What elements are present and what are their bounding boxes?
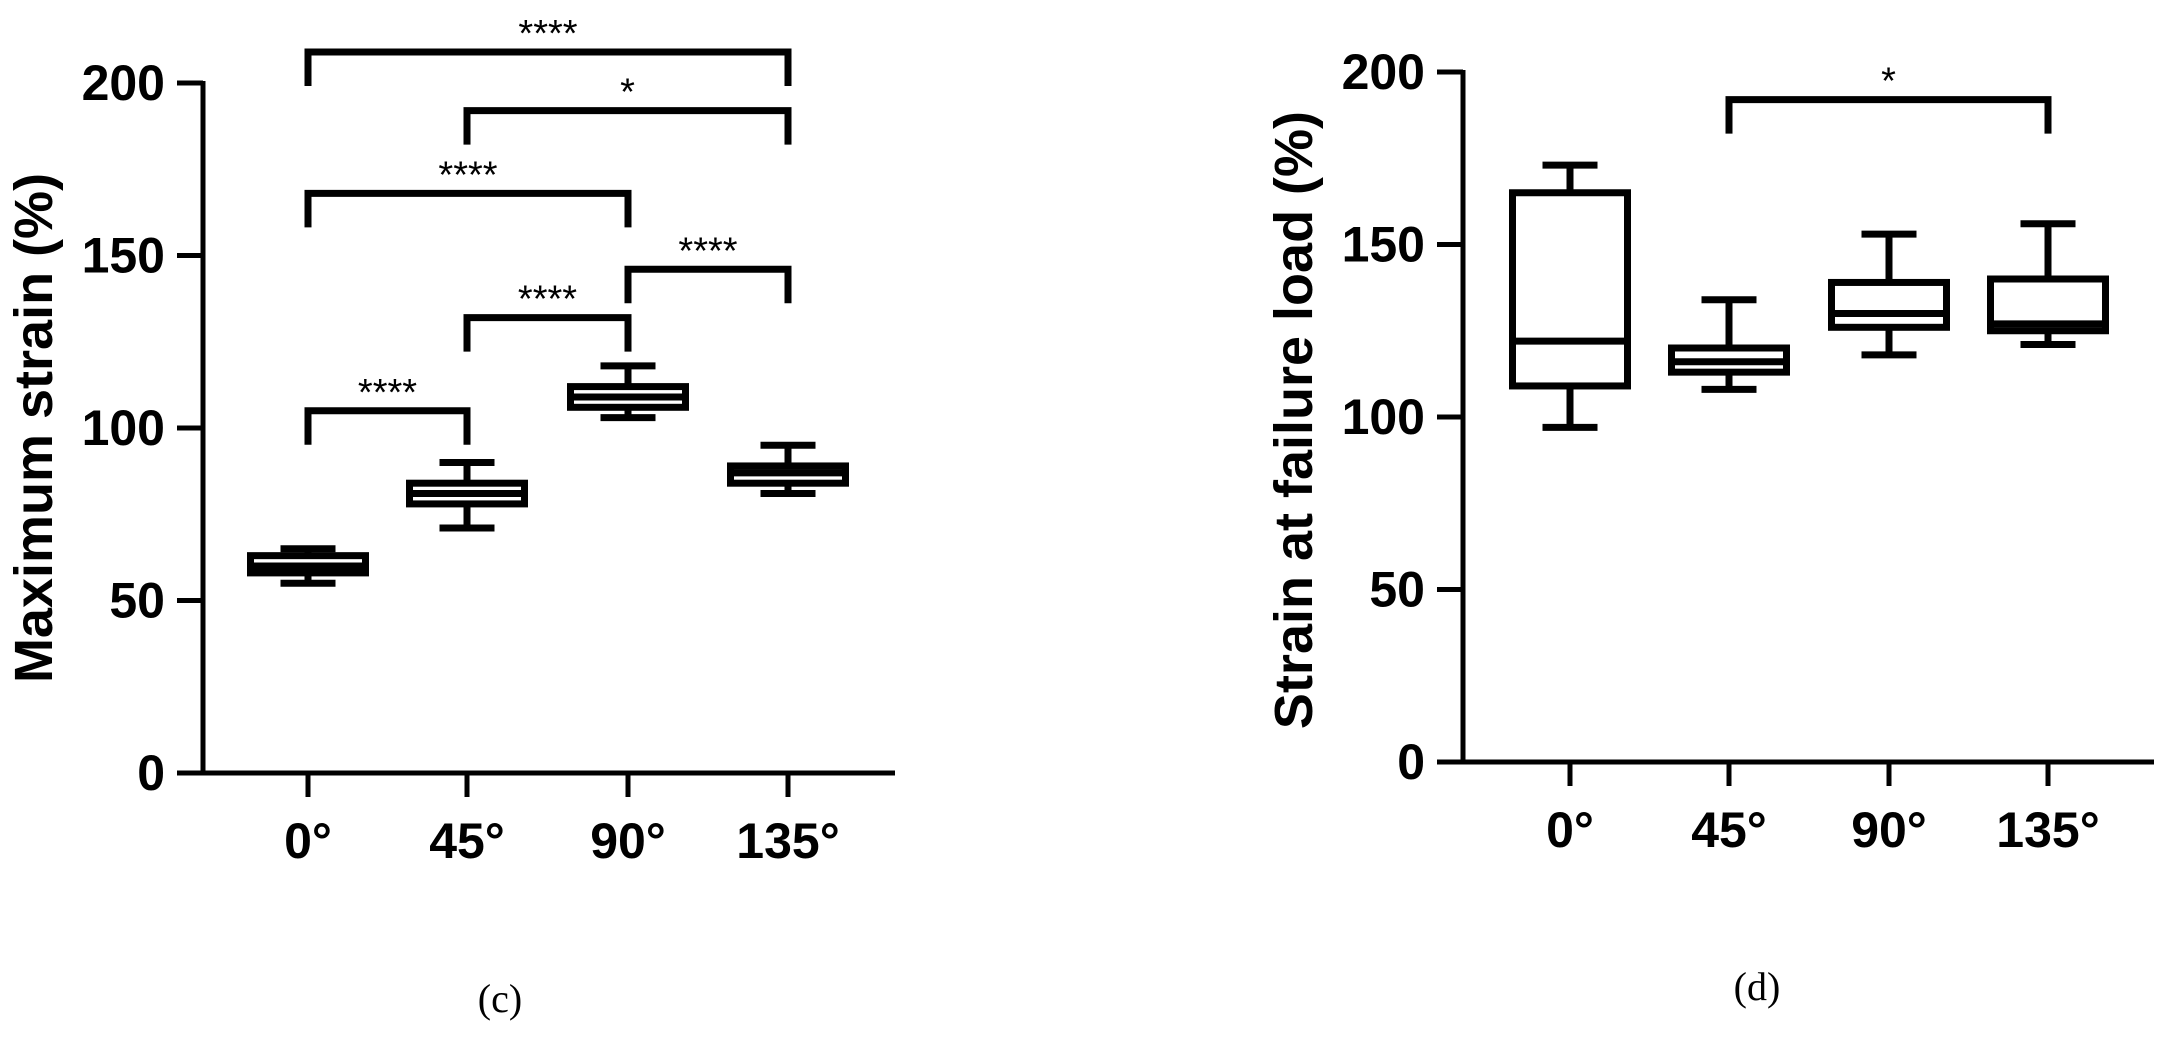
panel-label: (c) <box>478 976 522 1021</box>
y-tick-label: 150 <box>1342 217 1425 273</box>
significance-bracket: * <box>1725 61 2052 134</box>
iqr-box <box>1828 278 1950 331</box>
box-plot-2 <box>567 362 689 422</box>
significance-label: **** <box>438 154 497 196</box>
box-plot-0 <box>1509 161 1631 431</box>
x-tick-label: 45° <box>1691 802 1767 858</box>
bracket-line <box>463 314 632 352</box>
bracket-line <box>304 48 792 86</box>
bracket-line <box>624 265 792 304</box>
box-plot-2 <box>1828 230 1950 359</box>
box-plot-0 <box>247 545 369 587</box>
x-tick-label: 90° <box>1851 802 1927 858</box>
significance-label: * <box>1881 61 1896 103</box>
x-tick-label: 45° <box>429 813 505 869</box>
y-axis-title: Strain at failure load (%) <box>1264 111 1324 729</box>
y-tick-label: 50 <box>1369 562 1425 618</box>
panel-label: (d) <box>1734 964 1781 1009</box>
y-tick-label: 100 <box>1342 389 1425 445</box>
iqr-box <box>1509 189 1631 390</box>
significance-label: **** <box>518 279 577 321</box>
y-tick-label: 0 <box>137 745 165 801</box>
significance-bracket: **** <box>304 372 471 445</box>
y-axis-title: Maximum strain (%) <box>4 173 64 683</box>
significance-bracket: **** <box>624 230 792 304</box>
y-tick-label: 0 <box>1397 734 1425 790</box>
x-tick-label: 135° <box>1996 802 2099 858</box>
x-tick-label: 135° <box>736 813 839 869</box>
box-plot-1 <box>1668 296 1790 393</box>
chart-panel-c: 0 50 100 150 200 0° 45° 90° 135° Maximum strain (… <box>4 13 895 1021</box>
significance-bracket: **** <box>304 13 792 86</box>
significance-bracket: **** <box>304 154 632 228</box>
bracket-line <box>304 189 632 228</box>
significance-bracket: * <box>463 72 792 145</box>
significance-bracket: **** <box>463 279 632 352</box>
significance-label: * <box>620 72 635 114</box>
y-tick-label: 100 <box>82 400 165 456</box>
bracket-line <box>304 407 471 445</box>
box-plot-3 <box>1987 220 2109 349</box>
y-tick-label: 200 <box>1342 44 1425 100</box>
y-tick-label: 200 <box>82 55 165 111</box>
significance-label: **** <box>678 230 737 272</box>
significance-label: **** <box>358 372 417 414</box>
x-tick-label: 0° <box>1546 802 1594 858</box>
y-tick-label: 150 <box>82 228 165 284</box>
x-tick-label: 0° <box>284 813 332 869</box>
x-tick-label: 90° <box>590 813 666 869</box>
significance-label: **** <box>518 13 577 55</box>
bracket-line <box>1725 96 2052 134</box>
y-tick-label: 50 <box>109 573 165 629</box>
box-plot-1 <box>406 459 528 532</box>
box-plot-3 <box>727 441 849 498</box>
bracket-line <box>463 107 792 145</box>
chart-panel-d: 0 50 100 150 200 0° 45° 90° 135° Strain at failur… <box>1264 44 2154 1009</box>
